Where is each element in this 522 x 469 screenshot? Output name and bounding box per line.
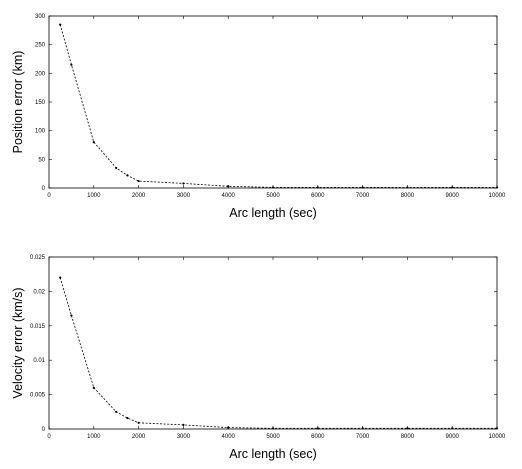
position-x-tick-label: 6000 [311,193,325,199]
velocity-x-tick-label: 0 [47,434,51,440]
position-data-point [137,180,140,183]
velocity-data-point [495,427,499,430]
position-data-point [115,166,118,170]
position-data-point [126,174,129,177]
position-y-tick-label: 200 [35,71,46,77]
position-plot-frame [48,15,498,189]
velocity-x-tick-label: 3000 [177,434,191,440]
velocity-y-tick-label: 0.025 [30,255,46,261]
velocity-y-tick-label: 0.015 [30,324,46,330]
velocity-data-point [137,421,140,424]
velocity-x-tick-label: 4000 [222,434,236,440]
velocity-y-axis-label: Velocity error (km/s) [11,287,25,398]
position-data-point [70,63,73,66]
position-y-tick-label: 50 [38,157,45,163]
velocity-plot-frame [48,256,498,430]
position-x-tick-label: 1000 [87,193,101,199]
position-y-tick-label: 300 [35,14,46,20]
velocity-data-point [406,427,409,430]
position-x-tick-label: 8000 [401,193,415,199]
velocity-x-tick-label: 7000 [356,434,370,440]
velocity-y-tick-label: 0.005 [30,393,46,399]
position-x-axis-label: Arc length (sec) [229,206,317,220]
velocity-data-point [316,427,319,430]
velocity-y-tick-label: 0 [42,427,46,433]
position-data-point [495,186,499,189]
position-y-tick-label: 250 [35,43,46,49]
velocity-x-tick-label: 6000 [311,434,325,440]
velocity-x-tick-label: 9000 [446,434,460,440]
position-y-tick-label: 150 [35,100,46,106]
position-x-tick-label: 0 [47,193,51,199]
position-y-axis-label: Position error (km) [11,51,25,154]
position-x-tick-label: 2000 [132,193,146,199]
velocity-data-point [92,386,95,389]
velocity-x-tick-label: 5000 [266,434,280,440]
velocity-data-point [361,427,364,430]
position-y-tick-label: 100 [35,129,46,135]
position-data-point [182,182,185,185]
velocity-data-point [182,423,185,426]
velocity-y-tick-label: 0.02 [33,289,45,295]
velocity-data-point [271,427,275,430]
position-data-point [451,186,454,189]
velocity-data-point [451,427,454,430]
position-data-point [361,186,364,189]
velocity-x-tick-label: 8000 [401,434,415,440]
position-data-point [406,186,409,189]
velocity-data-point [59,276,62,279]
position-x-tick-label: 7000 [356,193,370,199]
velocity-y-tick-label: 0.01 [33,358,45,364]
position-data-point [271,186,275,189]
position-y-tick-label: 0 [42,186,46,192]
velocity-error-chart: 0 1000 2000 3000 4000 5000 6000 7000 8000 9000 100… [11,255,506,461]
position-x-tick-label: 5000 [266,193,280,199]
position-x-tick-label: 3000 [177,193,191,199]
position-data-point [59,23,62,26]
position-x-tick-label: 4000 [222,193,236,199]
position-x-tick-label: 10000 [489,193,506,199]
position-data-point [316,186,319,189]
velocity-data-point [115,410,118,413]
velocity-x-tick-label: 10000 [489,434,506,440]
position-error-chart: 0 1000 2000 3000 4000 5000 6000 7000 8000 9000 100… [11,14,506,220]
velocity-data-point [70,314,73,317]
velocity-x-tick-label: 2000 [132,434,146,440]
position-x-tick-label: 9000 [446,193,460,199]
velocity-error-line [59,277,497,429]
velocity-data-point [227,426,230,429]
position-data-point [92,141,95,144]
velocity-x-tick-label: 1000 [87,434,101,440]
velocity-data-point [126,416,129,420]
velocity-x-axis-label: Arc length (sec) [229,447,317,461]
position-data-point [227,185,230,188]
position-error-line [59,24,497,188]
